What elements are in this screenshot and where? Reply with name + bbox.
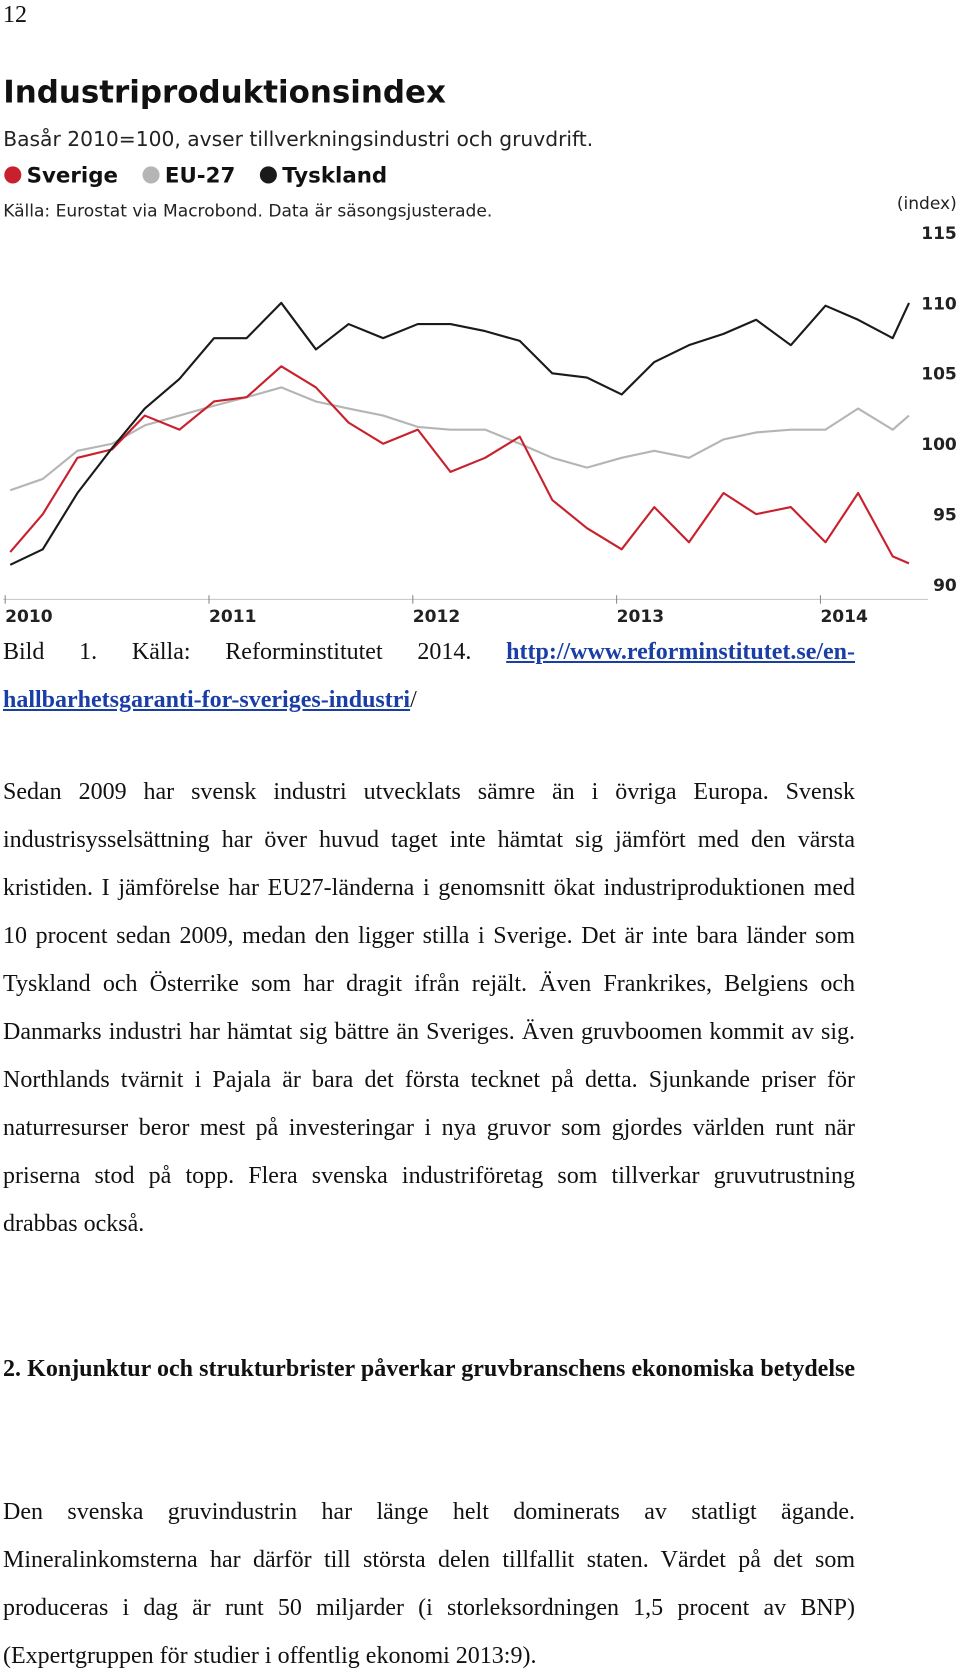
caption-text: Bild 1. Källa: Reforminstitutet 2014. <box>3 639 472 665</box>
y-tick-label: 90 <box>933 576 957 596</box>
legend-marker <box>4 166 22 184</box>
y-tick-label: 115 <box>921 224 957 244</box>
chart-source: Källa: Eurostat via Macrobond. Data är s… <box>3 202 492 222</box>
x-tick-label: 2013 <box>617 607 664 624</box>
caption-suffix: / <box>410 687 417 713</box>
legend-label: Sverige <box>27 163 118 188</box>
chart-title: Industriproduktionsindex <box>3 74 446 110</box>
section-heading: 2. Konjunktur och strukturbrister påverk… <box>3 1356 855 1382</box>
line-series <box>9 365 910 565</box>
caption-link[interactable]: http://www.reforminstitutet.se/en-hallba… <box>3 639 856 713</box>
y-tick-label: 110 <box>921 294 957 314</box>
caption: Bild 1. Källa: Reforminstitutet 2014. ht… <box>3 628 855 724</box>
x-tick-label: 2014 <box>820 607 868 624</box>
y-axis-label: (index) <box>897 194 957 214</box>
legend-marker <box>142 166 160 184</box>
line-series <box>9 301 910 566</box>
y-tick-label: 100 <box>921 435 957 455</box>
paragraph: Den svenska gruvindustrin har länge helt… <box>3 1499 855 1669</box>
paragraph: Sedan 2009 har svensk industri utvecklat… <box>3 779 855 1237</box>
legend-marker <box>259 166 277 184</box>
page-number: 12 <box>3 2 27 28</box>
x-tick-label: 2010 <box>5 607 53 624</box>
line-series <box>9 386 910 492</box>
y-tick-label: 105 <box>921 365 957 385</box>
chart-subtitle: Basår 2010=100, avser tillverkningsindus… <box>3 127 593 151</box>
x-tick-label: 2011 <box>209 607 256 624</box>
chart: Industriproduktionsindex Basår 2010=100,… <box>3 74 957 624</box>
x-tick-label: 2012 <box>413 607 460 624</box>
legend-label: EU-27 <box>165 163 235 188</box>
y-tick-label: 95 <box>933 506 957 526</box>
legend-label: Tyskland <box>282 163 387 188</box>
